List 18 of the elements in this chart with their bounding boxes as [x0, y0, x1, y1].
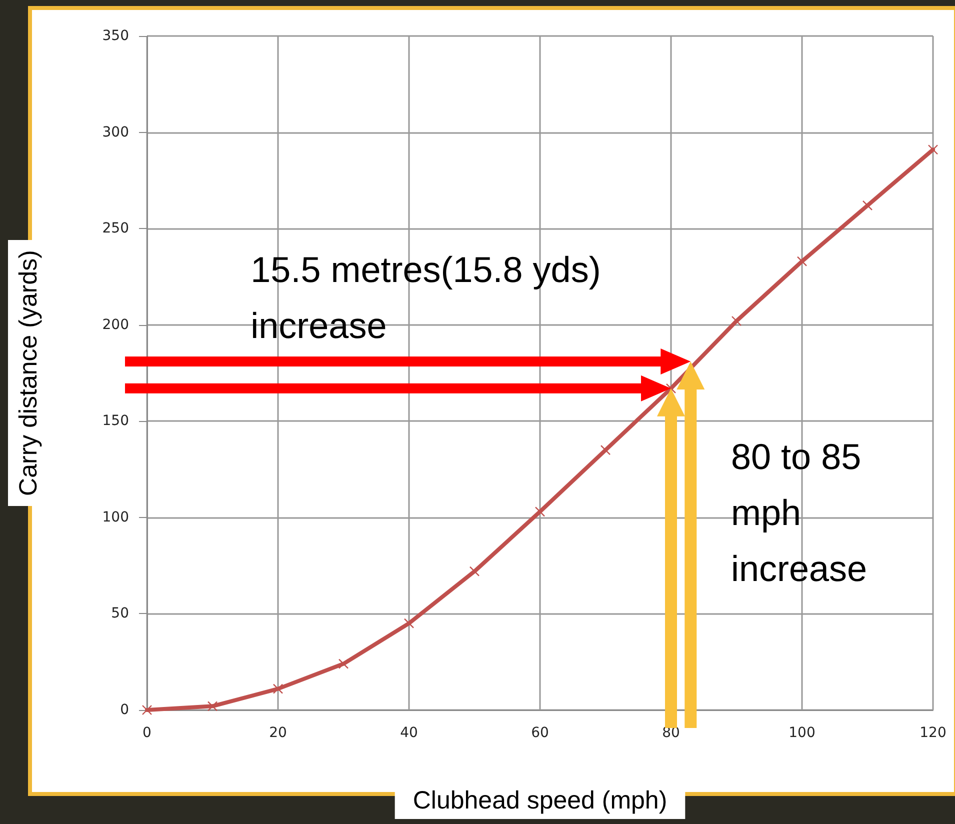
y-tick-label: 300: [102, 124, 129, 140]
y-tick-label: 250: [102, 220, 129, 237]
y-tick-label: 50: [111, 606, 129, 622]
x-axis-title: Clubhead speed (mph): [412, 786, 668, 814]
x-tick-label: 40: [400, 725, 418, 741]
annotation: 80 to 85 mph increase: [731, 436, 868, 589]
x-tick-label: 100: [788, 725, 816, 741]
y-tick-label: 350: [102, 28, 129, 44]
x-tick-label: 20: [269, 725, 287, 741]
y-tick-label: 0: [120, 702, 129, 718]
x-tick-label: 120: [920, 725, 946, 741]
y-tick-label: 150: [102, 413, 129, 430]
x-tick-label: 60: [531, 725, 549, 741]
y-tick-label: 200: [102, 316, 129, 333]
x-tick-label: 0: [142, 725, 152, 741]
y-tick-label: 100: [102, 509, 129, 526]
annotation: 15.5 metres(15.8 yds) increase: [250, 248, 601, 346]
y-axis-title: Carry distance (yards): [14, 250, 42, 496]
